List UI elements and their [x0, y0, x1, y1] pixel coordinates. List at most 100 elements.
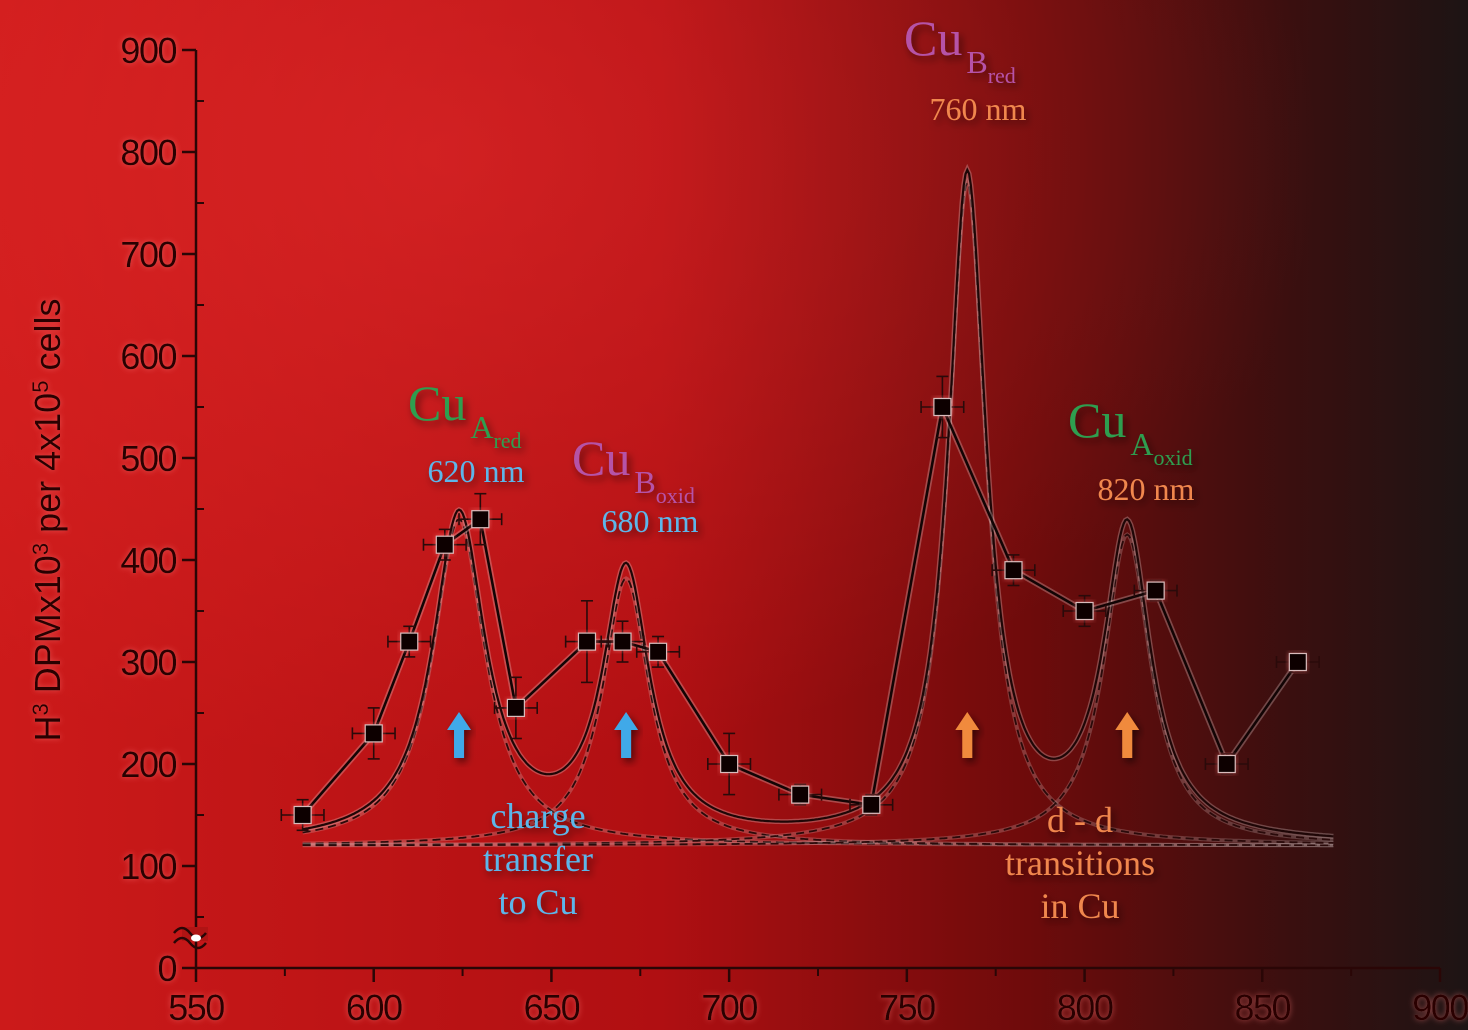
data-point-group [387, 625, 432, 658]
up-arrow-icon [1115, 712, 1140, 758]
group-label-line: in Cu [1040, 886, 1119, 926]
data-point [1004, 561, 1023, 580]
fit-component-curve [302, 518, 1334, 847]
y-tick-label: 200 [120, 744, 176, 785]
fit-component-curve [302, 577, 1334, 847]
annotation-sub: B [634, 464, 655, 500]
x-tick-label: 600 [346, 987, 402, 1028]
y-tick-label: 0 [157, 948, 176, 989]
data-point [364, 724, 383, 743]
data-point-group [991, 554, 1036, 587]
arrow-shape [1115, 712, 1140, 758]
annotation-subsub: oxid [1153, 445, 1192, 470]
data-point [435, 535, 454, 554]
annotation-subsub: red [988, 63, 1016, 88]
annotation-subsub: oxid [656, 483, 695, 508]
annotation-subsub: red [493, 428, 521, 453]
axis-break-mark [173, 926, 207, 940]
annotation-wavelength: 620 nm [428, 453, 525, 489]
data-point [1075, 601, 1094, 621]
x-tick-label: 700 [701, 987, 757, 1028]
data-point [791, 785, 810, 804]
fit-sum-curve [302, 167, 1334, 838]
data-point [933, 397, 952, 417]
x-tick-label: 550 [168, 987, 224, 1028]
data-point-group [422, 528, 467, 561]
y-tick-label: 800 [120, 132, 176, 173]
data-point [471, 510, 490, 529]
data-point-group [635, 635, 681, 668]
x-tick-label: 750 [879, 987, 935, 1028]
data-point [400, 632, 419, 651]
y-label-part: H [27, 715, 68, 741]
data-point [613, 632, 632, 651]
fit-curves [302, 163, 1334, 848]
up-arrow-icon [955, 712, 980, 758]
data-point [862, 795, 881, 814]
arrow-shape [614, 712, 639, 758]
y-tick-label: 400 [120, 540, 176, 581]
y-label-part: cells [27, 299, 68, 381]
annotation-main: Cu [572, 430, 630, 486]
up-arrow-icon [614, 712, 639, 758]
annotation-title: Cu Bred [904, 10, 1016, 88]
arrow-shape [447, 712, 472, 758]
up-arrow-icon [447, 712, 472, 758]
data-point [1217, 754, 1236, 774]
y-tick-label: 900 [120, 30, 176, 71]
data-point [648, 642, 668, 661]
annotation-main: Cu [1068, 392, 1126, 448]
data-point-group [458, 492, 503, 546]
data-point-group [1275, 650, 1320, 674]
data-point-group [1133, 579, 1178, 602]
data-point-group [280, 798, 325, 832]
annotation-sub: A [470, 409, 493, 445]
data-point-group [493, 676, 539, 740]
annotation-wavelength: 820 nm [1098, 471, 1195, 507]
y-label-sup: 3 [28, 703, 53, 715]
y-label-sup: 5 [28, 381, 53, 393]
data-point-group [920, 375, 965, 439]
data-point [577, 632, 597, 651]
data-series [280, 375, 1320, 832]
axis-break-mark [173, 936, 207, 950]
group-label-line: charge [490, 796, 585, 836]
x-tick-label: 900 [1412, 987, 1468, 1028]
data-point-group [1204, 752, 1249, 776]
data-point-group [600, 620, 645, 663]
arrow-shape [955, 712, 980, 758]
y-label-sup: 3 [28, 543, 53, 555]
y-tick-label: 600 [120, 336, 176, 377]
data-point-group [849, 793, 894, 816]
data-point [720, 754, 739, 774]
data-point [506, 698, 525, 718]
annotation-title: Cu Boxid [572, 430, 695, 508]
annotation-main: Cu [904, 10, 962, 66]
annotation-title: Cu Ared [408, 375, 522, 453]
annotation-wavelength: 760 nm [930, 91, 1027, 127]
y-tick-label: 300 [120, 642, 176, 683]
x-tick-label: 850 [1234, 987, 1290, 1028]
data-line [301, 402, 1299, 816]
y-tick-label: 100 [120, 846, 176, 887]
group-label-line: transitions [1005, 843, 1155, 883]
data-point-group [1062, 594, 1107, 628]
data-point [1288, 652, 1307, 672]
data-point-group [707, 732, 752, 796]
x-tick-label: 800 [1057, 987, 1113, 1028]
y-axis-label: H3 DPMx103 per 4x105 cells [27, 299, 68, 742]
axis-break-dot [191, 934, 201, 942]
y-tick-label: 700 [120, 234, 176, 275]
data-point-group [351, 707, 396, 760]
annotation-main: Cu [408, 375, 466, 431]
y-tick-label: 500 [120, 438, 176, 479]
y-label-part: DPMx10 [27, 555, 68, 703]
x-tick-label: 650 [524, 987, 580, 1028]
